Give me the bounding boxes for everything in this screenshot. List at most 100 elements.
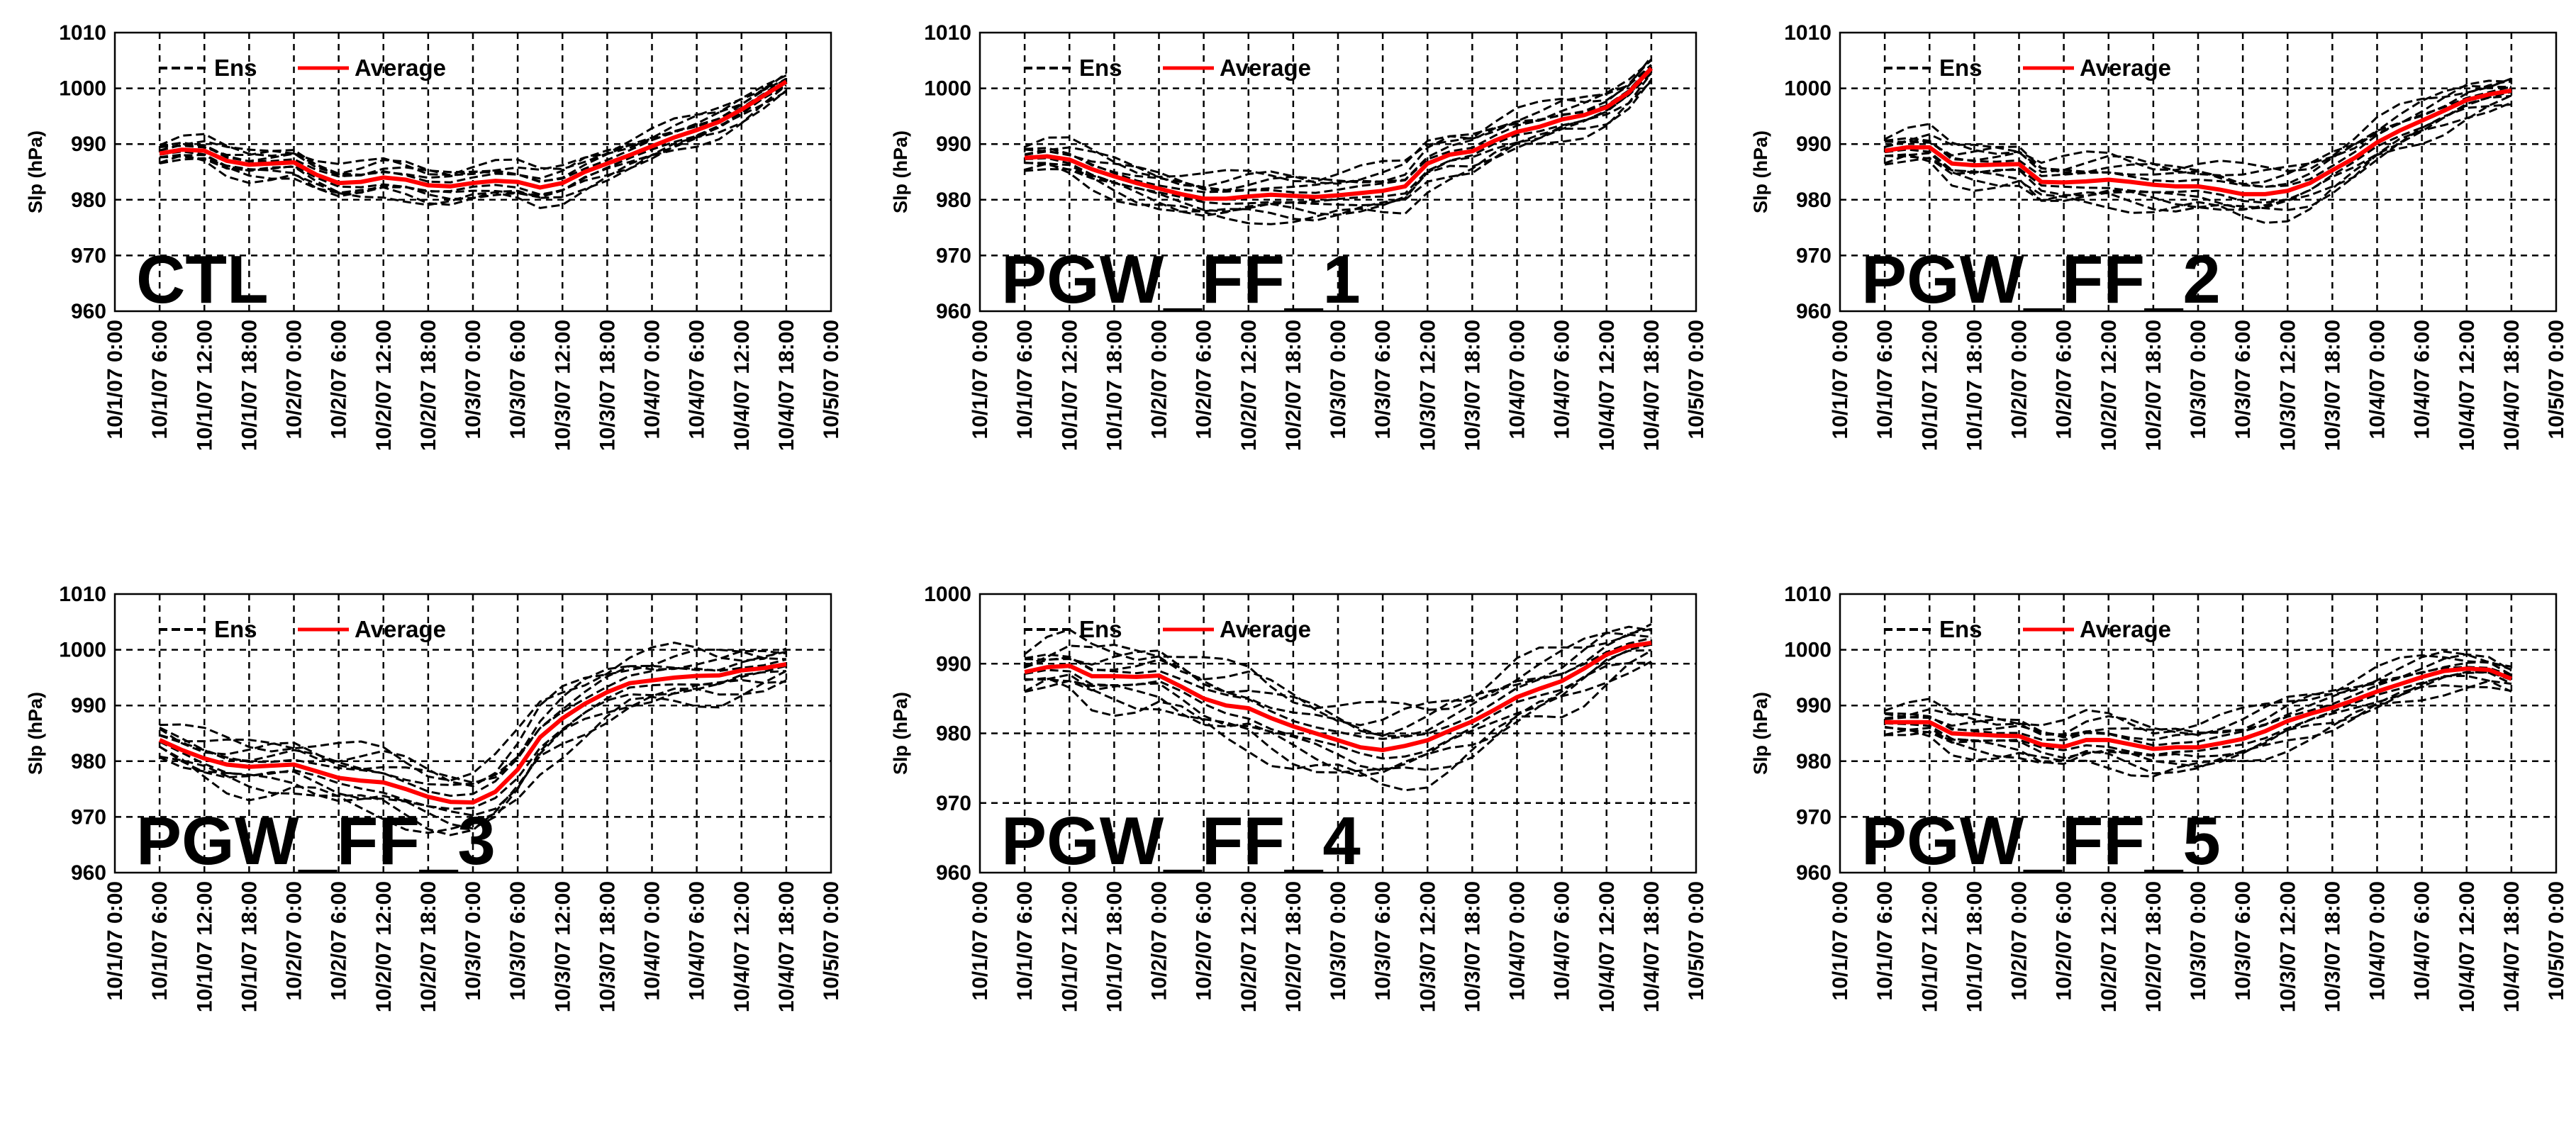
- legend-ens-label: Ens: [1939, 55, 1983, 81]
- ensemble-member-line-4: [159, 77, 787, 177]
- x-tick-label: 10/3/07 12:00: [1416, 320, 1439, 451]
- x-tick-label: 10/4/07 0:00: [641, 320, 664, 439]
- x-tick-label: 10/4/07 6:00: [686, 881, 709, 1000]
- x-tick-label: 10/1/07 6:00: [148, 320, 172, 439]
- x-tick-label: 10/2/07 0:00: [283, 881, 306, 1000]
- x-tick-label: 10/4/07 6:00: [2411, 320, 2434, 439]
- x-tick-label: 10/5/07 0:00: [2545, 320, 2568, 439]
- x-tick-label: 10/4/07 18:00: [1640, 320, 1663, 451]
- x-tick-label: 10/2/07 6:00: [1193, 320, 1216, 439]
- x-tick-label: 10/1/07 18:00: [1103, 881, 1126, 1012]
- panel-title: PGW_FF_4: [1001, 803, 1361, 879]
- panel-1: 960 970 980 990 1000 1010 Slp (hPa) 10/1/07 0:0…: [25, 21, 843, 451]
- x-tick-label: 10/1/07 12:00: [1918, 320, 1941, 451]
- legend-average-label: Average: [355, 55, 446, 81]
- average-line: [158, 662, 787, 805]
- average-line: [159, 79, 788, 190]
- y-tick-label: 970: [936, 792, 971, 815]
- y-tick-label: 970: [1796, 244, 1831, 267]
- x-tick-label: 10/2/07 0:00: [2008, 320, 2031, 439]
- x-tick-label: 10/1/07 6:00: [1013, 320, 1037, 439]
- average-line: [1024, 67, 1654, 201]
- legend: Ens Average: [1884, 616, 2171, 642]
- x-tick-label: 10/1/07 12:00: [193, 320, 216, 451]
- ensemble-member-line-2: [1024, 627, 1652, 737]
- x-tick-label: 10/3/07 6:00: [1371, 881, 1395, 1000]
- y-tick-label: 1010: [59, 21, 106, 45]
- x-tick-label: 10/2/07 0:00: [1148, 320, 1171, 439]
- y-tick-label: 970: [1796, 805, 1831, 829]
- y-tick-label: 990: [1796, 694, 1831, 717]
- y-tick-label: 980: [1796, 750, 1831, 773]
- x-tick-label: 10/3/07 12:00: [551, 881, 574, 1012]
- x-tick-label: 10/1/07 12:00: [193, 881, 216, 1012]
- ensemble-member-line-5: [1024, 623, 1652, 711]
- y-tick-label: 1000: [924, 77, 971, 101]
- panel-title: PGW_FF_1: [1001, 242, 1361, 318]
- x-tick-label: 10/4/07 6:00: [2411, 881, 2434, 1000]
- x-tick-label: 10/2/07 12:00: [372, 881, 396, 1012]
- ensemble-member-line-7: [160, 84, 787, 199]
- x-tick-label: 10/4/07 6:00: [686, 320, 709, 439]
- x-tick-label: 10/1/07 0:00: [1829, 881, 1852, 1000]
- ensemble-member-line-3: [1025, 625, 1652, 737]
- plot-border: [113, 31, 832, 313]
- legend-average-label: Average: [1220, 55, 1311, 81]
- ensemble-member-line-8: [159, 678, 786, 830]
- x-tick-label: 10/4/07 18:00: [2500, 881, 2524, 1012]
- y-axis-label: Slp (hPa): [25, 130, 46, 213]
- x-tick-label: 10/1/07 0:00: [104, 881, 127, 1000]
- x-tick-label: 10/1/07 0:00: [104, 320, 127, 439]
- x-tick-label: 10/4/07 18:00: [2500, 320, 2524, 451]
- x-tick-label: 10/1/07 0:00: [969, 320, 992, 439]
- x-tick-label: 10/1/07 6:00: [148, 881, 172, 1000]
- x-tick-label: 10/2/07 6:00: [1193, 881, 1216, 1000]
- legend-ens-label: Ens: [1079, 55, 1122, 81]
- x-tick-label: 10/1/07 18:00: [1963, 881, 1986, 1012]
- x-tick-label: 10/1/07 0:00: [1829, 320, 1852, 439]
- ensemble-member-line-10: [159, 670, 787, 834]
- x-tick-label: 10/2/07 18:00: [417, 320, 440, 451]
- ensemble-member-line-3: [1885, 79, 2511, 186]
- x-tick-label: 10/4/07 6:00: [1551, 881, 1574, 1000]
- ensemble-member-line-10: [1024, 649, 1652, 792]
- legend-ens-label: Ens: [1079, 616, 1122, 642]
- ensemble-member-line-1: [1024, 64, 1653, 194]
- y-tick-label: 1010: [59, 583, 106, 606]
- y-tick-label: 980: [71, 750, 106, 773]
- legend: Ens Average: [1884, 55, 2171, 81]
- x-tick-label: 10/1/07 18:00: [1103, 320, 1126, 451]
- legend-ens-label: Ens: [214, 55, 257, 81]
- ensemble-member-line-9: [1884, 684, 2512, 775]
- y-tick-label: 1010: [924, 21, 971, 45]
- x-tick-label: 10/1/07 12:00: [1058, 881, 1081, 1012]
- panel-title: CTL: [136, 242, 269, 318]
- ensemble-member-line-5: [1884, 77, 2512, 172]
- ensemble-member-line-4: [1884, 84, 2511, 177]
- x-tick-label: 10/3/07 0:00: [1327, 320, 1350, 439]
- x-tick-label: 10/1/07 6:00: [1873, 881, 1897, 1000]
- x-tick-label: 10/5/07 0:00: [1685, 881, 1708, 1000]
- panel-title: PGW_FF_2: [1861, 242, 2221, 318]
- x-tick-label: 10/4/07 0:00: [1506, 320, 1529, 439]
- y-tick-label: 970: [936, 244, 971, 267]
- x-tick-label: 10/3/07 6:00: [1371, 320, 1395, 439]
- x-tick-label: 10/3/07 18:00: [1461, 320, 1484, 451]
- x-tick-label: 10/3/07 0:00: [462, 881, 485, 1000]
- x-tick-label: 10/1/07 18:00: [238, 881, 261, 1012]
- ensemble-member-line-10: [1025, 72, 1653, 225]
- legend-average-label: Average: [2080, 616, 2171, 642]
- x-tick-label: 10/4/07 12:00: [730, 320, 754, 451]
- x-tick-label: 10/1/07 18:00: [238, 320, 261, 451]
- y-tick-label: 990: [1796, 133, 1831, 156]
- y-tick-label: 1000: [924, 583, 971, 606]
- ensemble-member-line-2: [159, 650, 787, 786]
- plot-border: [113, 593, 832, 874]
- ensemble-member-line-4: [1884, 650, 2512, 737]
- y-axis-label: Slp (hPa): [1750, 692, 1771, 775]
- ensemble-member-line-2: [1025, 58, 1653, 191]
- x-tick-label: 10/4/07 18:00: [775, 881, 798, 1012]
- ensemble-member-line-6: [1884, 91, 2512, 204]
- x-tick-label: 10/2/07 18:00: [2142, 320, 2165, 451]
- y-tick-label: 980: [936, 722, 971, 746]
